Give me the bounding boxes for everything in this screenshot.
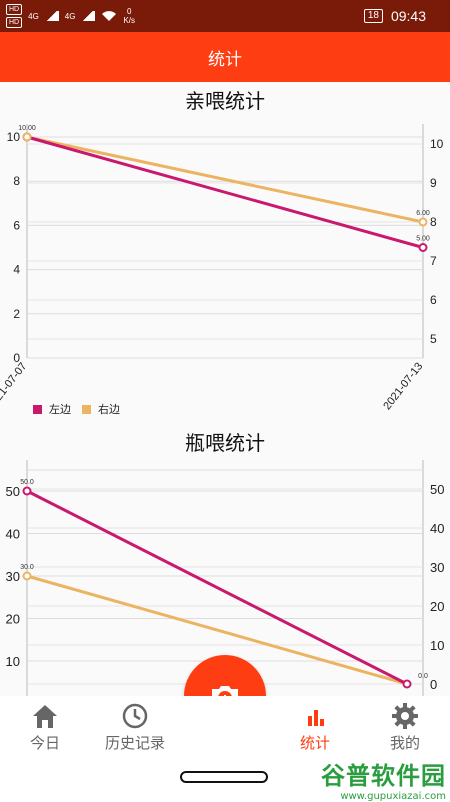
y-tick-left: 2 [13, 307, 20, 321]
page-title: 统计 [208, 49, 242, 70]
y-tick-left: 6 [13, 218, 20, 232]
y-tick-right: 8 [430, 215, 437, 229]
clock-icon [90, 702, 180, 732]
y-tick-left: 20 [6, 612, 20, 627]
series-line-right [26, 574, 408, 686]
status-right: 18 09:43 [363, 8, 426, 24]
y-tick-right: 9 [430, 176, 437, 190]
gear-icon [360, 702, 450, 732]
hd-badge: HD [6, 17, 23, 28]
network-speed: 0 K/s [123, 7, 136, 25]
hd-badge: HD [6, 4, 23, 15]
data-label: 6.00 [416, 210, 430, 217]
bar-chart-icon [270, 702, 360, 732]
network-type: 4G [64, 11, 76, 21]
y-tick-right: 50 [430, 482, 444, 497]
nav-label: 历史记录 [104, 734, 165, 752]
y-tick-left: 0 [13, 351, 20, 365]
watermark-url: www.gupuxiazai.com [340, 791, 446, 802]
chart-title-bottlefeeding: 瓶喂统计 [185, 431, 265, 455]
legend-swatch-right [82, 405, 91, 414]
series-line-left [26, 135, 424, 249]
data-point-left [22, 486, 32, 496]
x-tick-label: 2021-07-13 [381, 360, 425, 412]
y-tick-left: 4 [13, 263, 20, 277]
data-point-right [22, 132, 32, 142]
x-tick-label: 2021-07-07 [0, 360, 29, 412]
data-label: 10.00 [18, 125, 36, 132]
home-indicator[interactable] [180, 771, 268, 783]
watermark-brand: 谷普软件园 [321, 762, 446, 790]
y-tick-right: 10 [430, 137, 444, 151]
y-tick-right: 5 [430, 332, 437, 346]
y-tick-left: 30 [6, 569, 20, 584]
signal-icon [44, 11, 59, 21]
nav-item-today[interactable]: 今日 [0, 702, 90, 753]
data-point-left [402, 679, 412, 689]
nav-item-mine[interactable]: 我的 [360, 702, 450, 753]
wifi-icon [102, 11, 117, 21]
signal-icon [81, 11, 96, 21]
y-tick-left: 50 [6, 484, 20, 499]
data-point-right [22, 571, 32, 581]
clock-time: 09:43 [390, 8, 426, 24]
system-home-bar [0, 762, 450, 800]
series-line-right [26, 135, 424, 224]
y-tick-right: 20 [430, 599, 444, 614]
battery-indicator: 18 [363, 9, 383, 23]
app-bar: 统计 [0, 32, 450, 82]
data-label: 30.0 [20, 564, 34, 571]
y-tick-left: 40 [6, 527, 20, 542]
data-label: 0.0 [418, 673, 428, 680]
y-tick-right: 0 [430, 677, 437, 692]
y-tick-right: 7 [430, 254, 437, 268]
nav-item-stats[interactable]: 统计 [270, 702, 360, 753]
legend-label-left: 左边 [49, 403, 71, 416]
legend-swatch-left [33, 405, 42, 414]
watermark: 谷普软件园 www.gupuxiazai.com [321, 756, 446, 802]
data-point-right [418, 217, 428, 227]
y-tick-left: 8 [13, 174, 20, 188]
series-line-left [26, 489, 408, 686]
y-tick-left: 10 [6, 654, 20, 669]
nav-label: 今日 [29, 734, 60, 752]
data-point-left [418, 243, 428, 252]
chart-title-breastfeeding: 亲喂统计 [185, 89, 265, 113]
network-type: 4G [28, 11, 39, 21]
y-tick-right: 10 [430, 638, 444, 653]
breastfeeding-chart: 0 2 4 6 8 10 5 6 7 8 9 10 2021-07-07 2021-07-13 10.00 6… [0, 124, 444, 416]
y-tick-right: 6 [430, 293, 437, 307]
nav-label: 统计 [299, 734, 330, 752]
nav-label: 我的 [389, 734, 420, 752]
y-tick-right: 40 [430, 521, 444, 536]
legend-label-right: 右边 [98, 402, 120, 416]
data-label: 50.0 [20, 479, 34, 486]
y-tick-left: 10 [7, 130, 21, 144]
status-bar: HD HD 4G 4G 0 K/s 18 09:43 [0, 0, 450, 32]
home-icon [0, 702, 90, 732]
stats-content[interactable]: 亲喂统计 0 2 4 6 8 10 5 6 7 8 9 10 2021-07-07 2021-07-13 1… [0, 82, 450, 696]
nav-item-history[interactable]: 历史记录 [90, 702, 180, 753]
status-left: HD HD 4G 4G 0 K/s [6, 4, 135, 28]
y-tick-right: 30 [430, 560, 444, 575]
data-label: 5.00 [416, 236, 430, 243]
bottom-nav: 今日 历史记录 统计 我的 [0, 696, 450, 762]
